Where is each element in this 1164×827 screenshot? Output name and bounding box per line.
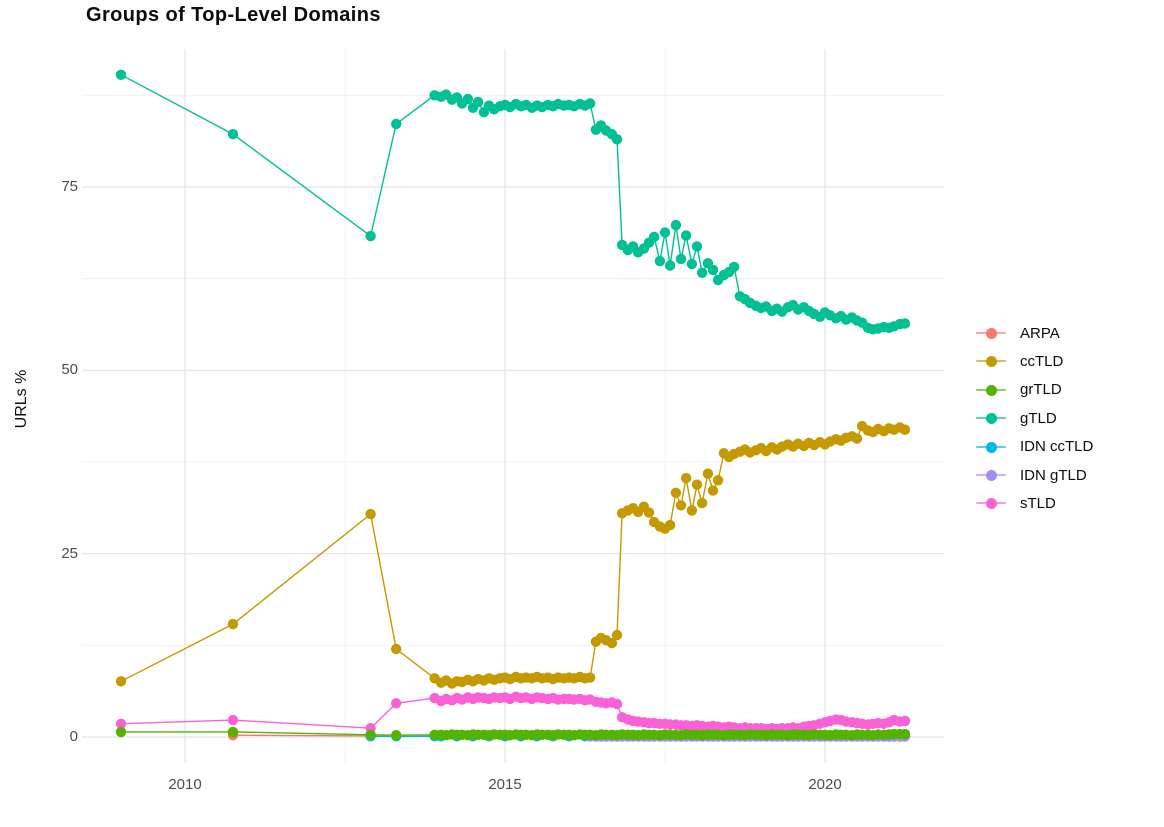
series-line bbox=[232, 734, 371, 737]
data-point bbox=[391, 698, 402, 709]
data-point bbox=[664, 519, 676, 531]
data-point bbox=[696, 267, 708, 278]
data-point bbox=[472, 96, 484, 108]
data-point bbox=[691, 241, 703, 252]
data-point bbox=[654, 255, 666, 267]
legend-dot bbox=[986, 356, 997, 368]
y-tick-label: 50 bbox=[61, 361, 78, 379]
legend-key-icon bbox=[976, 355, 1006, 368]
legend-item-grTLD: grTLD bbox=[976, 379, 1062, 401]
data-point bbox=[584, 98, 596, 109]
data-point bbox=[686, 258, 698, 270]
data-point bbox=[696, 497, 708, 509]
legend-key-icon bbox=[976, 327, 1006, 339]
series-line bbox=[120, 424, 906, 685]
legend-item-sTLD: sTLD bbox=[976, 492, 1056, 514]
legend-label: ccTLD bbox=[1020, 352, 1064, 370]
data-point bbox=[707, 264, 719, 276]
data-point bbox=[648, 231, 660, 243]
data-point bbox=[899, 715, 911, 727]
y-tick-label: 75 bbox=[61, 178, 78, 195]
data-point bbox=[851, 433, 863, 444]
data-point bbox=[391, 730, 402, 741]
data-point bbox=[391, 118, 402, 130]
x-tick-label: 2015 bbox=[488, 776, 522, 793]
data-point bbox=[899, 424, 911, 435]
legend-key-icon bbox=[976, 441, 1006, 453]
data-point bbox=[115, 718, 127, 729]
legend-dot bbox=[986, 498, 997, 510]
chart-title: Groups of Top-Level Domains bbox=[86, 4, 381, 26]
series-line bbox=[120, 74, 906, 331]
data-point bbox=[365, 230, 376, 242]
legend-item-IDN-gTLD: IDN gTLD bbox=[976, 464, 1087, 486]
data-point bbox=[675, 253, 687, 265]
legend-label: sTLD bbox=[1020, 494, 1056, 512]
data-point bbox=[606, 637, 618, 649]
data-point bbox=[899, 318, 911, 329]
data-point bbox=[227, 726, 239, 738]
legend-label: gTLD bbox=[1020, 409, 1057, 427]
legend-item-ccTLD: ccTLD bbox=[976, 350, 1063, 372]
series-grTLD bbox=[115, 726, 911, 741]
data-point bbox=[670, 219, 682, 231]
series-sTLD bbox=[115, 691, 911, 735]
data-point bbox=[728, 261, 740, 273]
legend-key-icon bbox=[976, 412, 1006, 425]
data-point bbox=[659, 227, 671, 238]
legend-label: ARPA bbox=[1020, 324, 1060, 342]
series-ccTLD bbox=[115, 420, 911, 689]
legend-dot bbox=[986, 441, 997, 453]
legend-dot bbox=[986, 470, 997, 481]
legend-item-gTLD: gTLD bbox=[976, 407, 1057, 429]
x-tick-label: 2010 bbox=[168, 776, 202, 793]
data-point bbox=[391, 643, 402, 655]
data-point bbox=[227, 714, 239, 726]
legend-label: IDN gTLD bbox=[1020, 466, 1087, 484]
data-point bbox=[227, 129, 239, 140]
data-point bbox=[227, 618, 239, 630]
data-point bbox=[680, 472, 692, 484]
data-point bbox=[115, 726, 127, 738]
data-point bbox=[899, 728, 911, 740]
legend-key-icon bbox=[976, 469, 1006, 481]
data-point bbox=[462, 93, 474, 105]
data-point bbox=[584, 672, 596, 683]
data-point bbox=[365, 729, 376, 740]
legend-dot bbox=[986, 413, 997, 425]
data-point bbox=[611, 134, 623, 145]
data-point bbox=[670, 487, 682, 498]
y-tick-label: 25 bbox=[61, 544, 78, 562]
x-tick-label: 2020 bbox=[808, 776, 842, 793]
legend-label: grTLD bbox=[1020, 381, 1062, 399]
data-point bbox=[611, 629, 623, 641]
legend-item-ARPA: ARPA bbox=[976, 322, 1060, 344]
data-point bbox=[115, 676, 127, 687]
data-point bbox=[686, 505, 698, 516]
data-point bbox=[702, 468, 714, 479]
data-point bbox=[643, 507, 655, 518]
data-point bbox=[680, 230, 692, 241]
data-point bbox=[712, 475, 724, 486]
y-tick-label: 0 bbox=[69, 728, 78, 745]
legend-dot bbox=[986, 384, 997, 396]
legend-item-IDN-ccTLD: IDN ccTLD bbox=[976, 436, 1093, 458]
series-gTLD bbox=[115, 69, 911, 335]
data-point bbox=[365, 508, 376, 520]
legend-dot bbox=[986, 328, 997, 339]
data-point bbox=[675, 500, 687, 511]
data-point bbox=[115, 69, 127, 81]
legend-key-icon bbox=[976, 497, 1006, 510]
data-point bbox=[691, 479, 703, 490]
data-point bbox=[664, 260, 676, 271]
data-point bbox=[707, 485, 719, 496]
legend-key-icon bbox=[976, 384, 1006, 396]
legend-label: IDN ccTLD bbox=[1020, 438, 1094, 456]
data-point bbox=[611, 698, 623, 710]
